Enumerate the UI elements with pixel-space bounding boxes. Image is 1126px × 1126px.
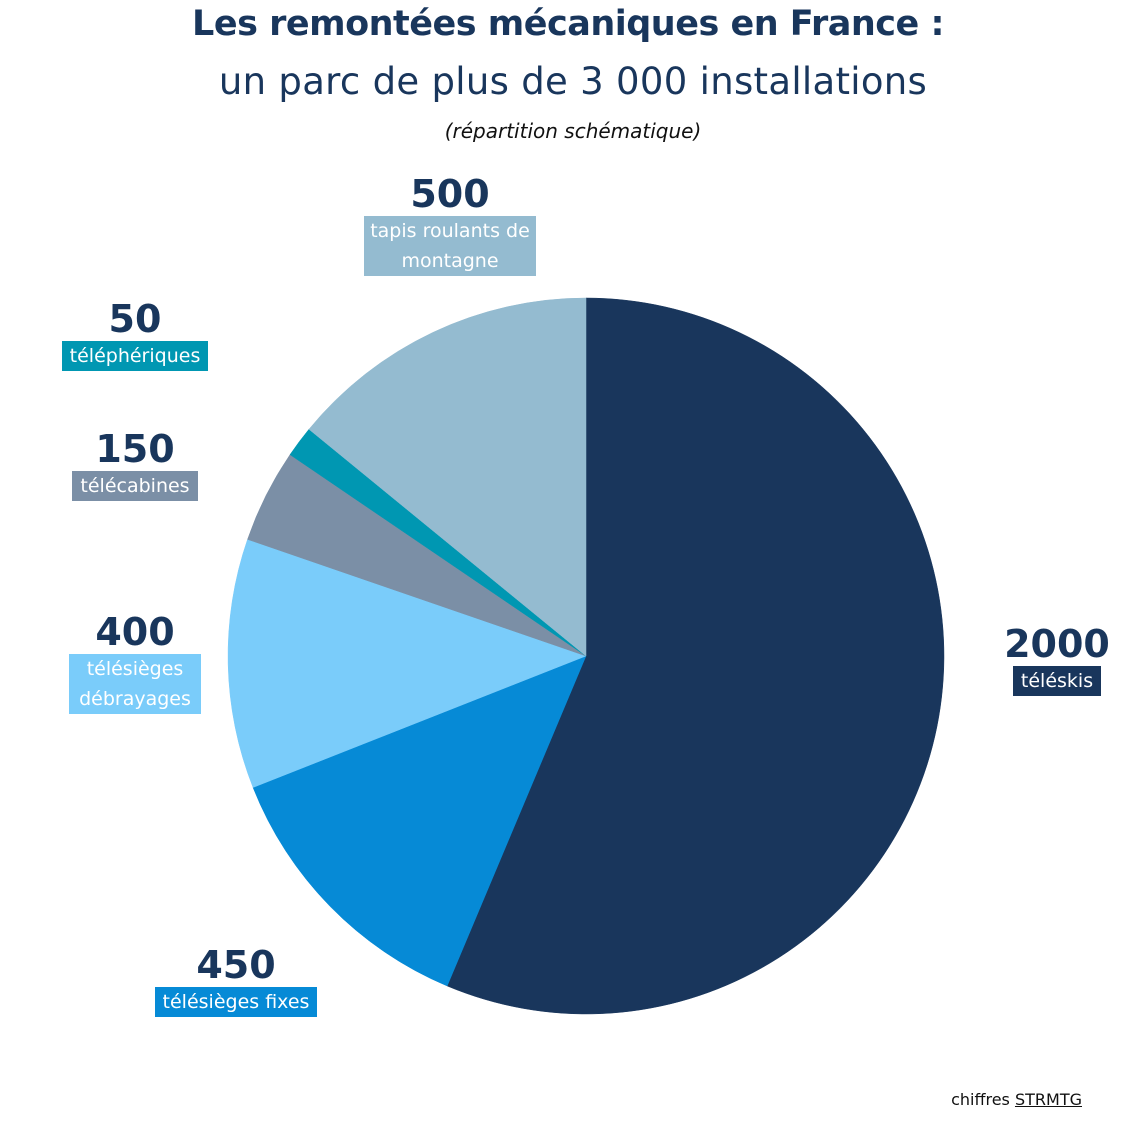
source-prefix: chiffres — [951, 1090, 1010, 1109]
category-tapis: tapis roulants de montagne — [364, 216, 536, 276]
category-telecabines: télécabines — [72, 471, 198, 501]
value-teleskis: 2000 — [1004, 622, 1110, 666]
category-tapis-line-1: tapis roulants de — [370, 220, 530, 242]
category-telepheriques: téléphériques — [61, 341, 209, 371]
category-debrayages: télésièges débrayages — [69, 654, 201, 714]
pie-slice-teleskis — [446, 297, 945, 1015]
label-tapis: 500 tapis roulants de montagne — [340, 174, 560, 276]
chart-subtitle: un parc de plus de 3 000 installations — [218, 60, 928, 103]
label-telecabines: 150 télécabines — [40, 429, 230, 501]
label-teleskis: 2000 téléskis — [990, 624, 1124, 696]
value-tapis: 500 — [410, 172, 490, 216]
pie-slice-fixes — [252, 655, 587, 987]
value-telecabines: 150 — [95, 427, 175, 471]
label-telepheriques: 50 téléphériques — [40, 299, 230, 371]
chart-title: Les remontées mécaniques en France : — [192, 4, 944, 44]
value-fixes: 450 — [196, 943, 276, 987]
chart-note: (répartition schématique) — [444, 119, 702, 143]
label-fixes: 450 télésièges fixes — [136, 945, 336, 1017]
category-tapis-line-2: montagne — [401, 250, 499, 272]
pie-slice-tapis — [308, 297, 587, 657]
category-teleskis: téléskis — [1012, 666, 1102, 696]
value-debrayages: 400 — [95, 610, 175, 654]
category-fixes: télésièges fixes — [154, 987, 318, 1017]
category-debrayages-line-1: télésièges — [86, 658, 184, 680]
source-link[interactable]: STRMTG — [1014, 1090, 1082, 1109]
pie-slice-debrayages — [227, 539, 587, 788]
category-debrayages-line-2: débrayages — [79, 688, 191, 710]
source-credit: chiffres STRMTG — [951, 1090, 1082, 1109]
value-telepheriques: 50 — [108, 297, 162, 341]
label-debrayages: 400 télésièges débrayages — [50, 612, 220, 714]
